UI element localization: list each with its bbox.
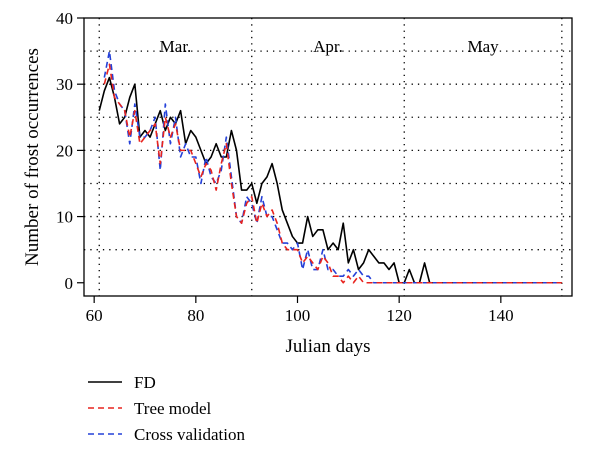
series-line-tree-model: [103, 63, 562, 284]
y-tick-label: 30: [56, 75, 73, 94]
legend: FD Tree model Cross validation: [88, 373, 245, 444]
x-tick-label: 120: [386, 306, 412, 325]
legend-label: Cross validation: [134, 425, 245, 444]
month-label: Mar.: [160, 37, 192, 56]
x-axis: 60 80 100 120 140: [86, 296, 514, 325]
y-tick-label: 10: [56, 208, 73, 227]
x-axis-title: Julian days: [286, 336, 371, 357]
grid-lines: [84, 18, 572, 296]
month-labels: Mar. Apr. May: [160, 37, 499, 56]
y-tick-label: 20: [56, 141, 73, 160]
legend-label: Tree model: [134, 399, 212, 418]
month-label: May: [467, 37, 499, 56]
series-line-fd: [98, 76, 562, 284]
x-tick-label: 100: [285, 306, 311, 325]
x-tick-label: 80: [187, 306, 204, 325]
legend-label: FD: [134, 373, 156, 392]
y-axis: 0 10 20 30 40: [56, 9, 84, 293]
y-axis-title: Number of frost occurrences: [22, 48, 43, 266]
month-label: Apr.: [313, 37, 343, 56]
x-tick-label: 60: [86, 306, 103, 325]
series-line-cross-validation: [103, 50, 562, 284]
x-tick-label: 140: [488, 306, 514, 325]
series-lines: [98, 50, 562, 284]
y-tick-label: 0: [65, 274, 74, 293]
y-tick-label: 40: [56, 9, 73, 28]
plot-frame: [83, 17, 573, 297]
